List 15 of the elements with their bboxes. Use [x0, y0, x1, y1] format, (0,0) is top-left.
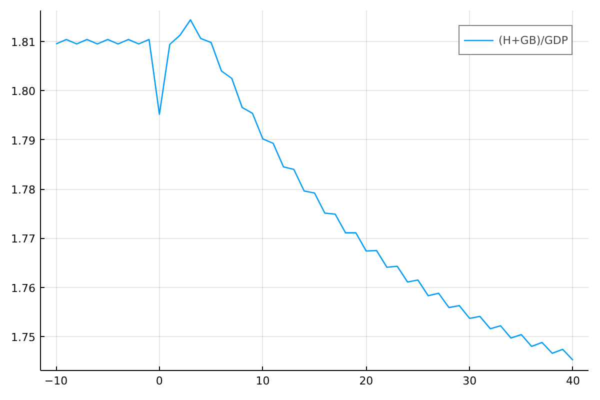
- x-tick-label: 40: [566, 374, 580, 388]
- y-tick-label: 1.75: [11, 331, 36, 344]
- y-tick-label: 1.77: [11, 232, 36, 246]
- x-tick-label: −10: [44, 374, 68, 388]
- x-tick-label: 0: [156, 374, 163, 388]
- legend-label: (H+GB)/GDP: [498, 34, 568, 46]
- x-tick-label: 20: [359, 374, 374, 388]
- x-tick-label: 30: [462, 374, 477, 388]
- y-tick-label: 1.78: [11, 184, 36, 197]
- y-tick-label: 1.81: [11, 36, 36, 49]
- y-tick-label: 1.80: [11, 85, 36, 98]
- y-tick-label: 1.79: [11, 134, 36, 148]
- line-series: [55, 19, 574, 361]
- x-tick-label: 10: [256, 374, 270, 388]
- y-tick-label: 1.76: [11, 282, 36, 295]
